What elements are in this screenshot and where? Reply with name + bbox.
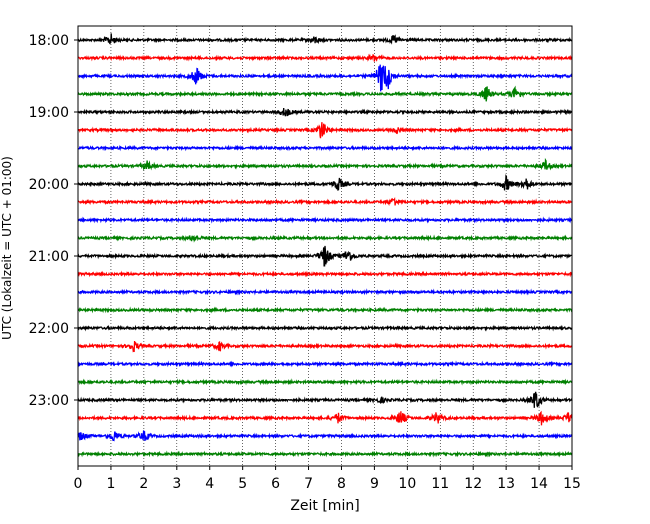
x-tick-label: 11 [431, 476, 449, 492]
y-tick-label: 23:00 [29, 393, 69, 409]
x-tick-label: 15 [563, 476, 581, 492]
y-tick-label: 20:00 [29, 177, 69, 193]
x-tick-label: 1 [106, 476, 115, 492]
trace-line [77, 324, 573, 332]
plot-frame [77, 25, 573, 467]
x-tick-label: 12 [464, 476, 482, 492]
x-tick-label: 10 [398, 476, 416, 492]
y-tick-label: 19:00 [29, 105, 69, 121]
trace-line [77, 360, 573, 368]
trace-line [77, 410, 573, 426]
y-axis-label: UTC (Lokalzeit = UTC + 01:00) [0, 156, 14, 340]
x-tick-label: 7 [304, 476, 313, 492]
trace-line [77, 306, 573, 314]
x-tick-label: 6 [271, 476, 280, 492]
trace-line [77, 450, 573, 458]
trace-line [77, 53, 573, 62]
trace-line [77, 157, 573, 171]
x-axis-label: Zeit [min] [290, 498, 359, 514]
grid-layer [110, 26, 540, 466]
x-tick-label: 4 [205, 476, 214, 492]
trace-line [77, 340, 573, 353]
trace-line [77, 378, 573, 386]
trace-line [77, 430, 573, 442]
trace-line [77, 391, 573, 408]
y-tick-label: 22:00 [29, 321, 69, 337]
trace-line [77, 270, 573, 278]
trace-line [77, 64, 573, 92]
trace-line [77, 245, 573, 267]
x-tick-label: 5 [238, 476, 247, 492]
trace-line [77, 288, 573, 296]
tick-layer: 0 1 2 3 4 5 6 7 8 9 10 11 12 13 14 1518:0019:0020:0021:… [29, 33, 581, 492]
trace-line [77, 144, 573, 152]
x-tick-label: 14 [530, 476, 548, 492]
trace-line [77, 33, 573, 45]
x-tick-label: 9 [370, 476, 379, 492]
x-tick-label: 0 [74, 476, 83, 492]
x-tick-label: 2 [139, 476, 148, 492]
trace-line [77, 122, 573, 139]
trace-line [77, 174, 573, 191]
y-tick-label: 18:00 [29, 33, 69, 49]
trace-line [77, 196, 573, 207]
y-tick-label: 21:00 [29, 249, 69, 265]
x-tick-label: 13 [497, 476, 515, 492]
trace-line [77, 216, 573, 224]
trace-line [77, 85, 573, 102]
x-tick-label: 8 [337, 476, 346, 492]
trace-line [77, 234, 573, 243]
trace-layer [77, 33, 573, 458]
x-tick-label: 3 [172, 476, 181, 492]
trace-line [77, 107, 573, 117]
